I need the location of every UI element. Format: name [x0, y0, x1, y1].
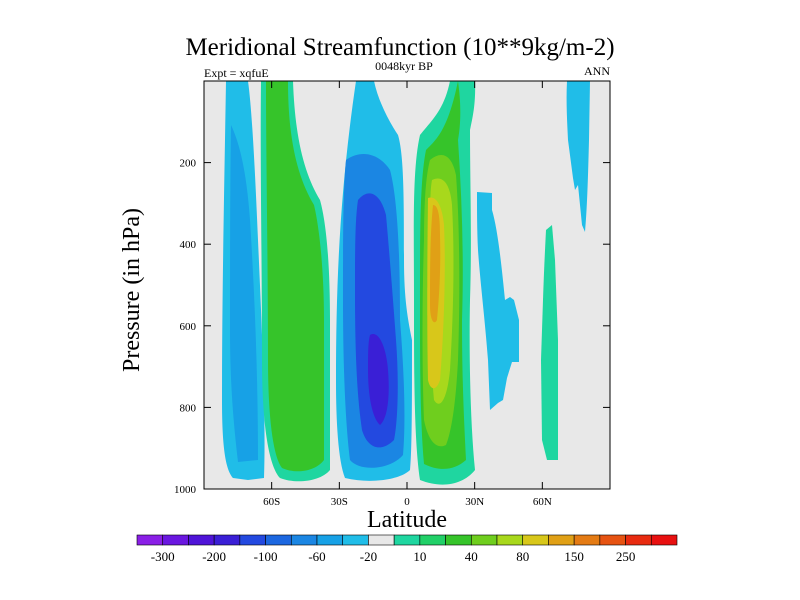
x-tick-label: 30N [465, 496, 484, 508]
colorbar-label: -300 [151, 549, 175, 564]
contour-northern-ferrel-cell [477, 192, 519, 410]
y-tick-label: 200 [180, 158, 197, 170]
colorbar-swatch [393, 534, 421, 546]
colorbar-label: 10 [413, 549, 426, 564]
colorbar-swatch [573, 534, 601, 546]
colorbar-swatch [496, 534, 524, 546]
colorbar-swatch [445, 534, 472, 546]
contour-fill [266, 81, 324, 472]
chart-title: Meridional Streamfunction (10**9kg/m-2) [185, 34, 614, 61]
contour-northern-hadley-cell [413, 81, 476, 485]
colorbar-label: 250 [616, 549, 636, 564]
colorbar-swatch [316, 534, 344, 546]
y-tick-label: 600 [180, 321, 197, 333]
colorbar-label: 150 [564, 549, 584, 564]
contour-fill [477, 192, 519, 410]
y-axis: 200 400 600 800 1000 [174, 158, 610, 496]
contour-fill [230, 125, 258, 462]
colorbar-swatch [368, 534, 395, 546]
colorbar-swatch [419, 534, 446, 546]
colorbar-label: -200 [202, 549, 226, 564]
colorbar-label: 80 [516, 549, 529, 564]
colorbar-label: -100 [254, 549, 278, 564]
colorbar-label: 40 [465, 549, 478, 564]
contour-southern-hadley-cell [336, 81, 412, 481]
y-tick-label: 800 [180, 402, 197, 414]
contour-fill [541, 225, 558, 460]
time-label: 0048kyr BP [375, 59, 433, 73]
colorbar-swatch [470, 534, 498, 546]
plot-area [203, 80, 611, 490]
contour-southern-ferrel-cell [260, 81, 330, 482]
x-tick-label: 0 [404, 496, 410, 508]
colorbar-label: -60 [308, 549, 325, 564]
colorbar-swatch [239, 534, 266, 546]
colorbar-swatch [213, 534, 241, 546]
colorbar-swatch [265, 534, 292, 546]
colorbar-swatch [599, 534, 626, 546]
colorbar-label: -20 [360, 549, 377, 564]
colorbar-swatch [290, 534, 318, 546]
colorbar: -300 -200 -100 -60 -20 10 40 80 150 250 [136, 534, 678, 564]
x-tick-label: 60S [263, 496, 280, 508]
colorbar-swatch [650, 534, 678, 546]
x-tick-label: 60N [533, 496, 552, 508]
contour-arctic-cell [566, 81, 590, 232]
colorbar-swatch [625, 534, 652, 546]
season-label: ANN [584, 64, 610, 78]
contour-northern-polar-cell [541, 225, 558, 460]
contour-fill [368, 334, 389, 425]
x-axis-label: Latitude [367, 507, 447, 533]
experiment-label: Expt = xqfuE [204, 66, 269, 80]
contour-fill [566, 81, 590, 232]
y-tick-label: 400 [180, 239, 197, 251]
colorbar-swatch [342, 534, 369, 546]
x-axis: 60S 30S 0 30N 60N [263, 81, 552, 508]
contour-fill [430, 205, 441, 323]
colorbar-swatch [162, 534, 189, 546]
contour-southern-polar-cell [222, 81, 265, 480]
y-tick-label: 1000 [174, 484, 197, 496]
colorbar-swatch [188, 534, 215, 546]
y-axis-label: Pressure (in hPa) [119, 208, 145, 372]
colorbar-swatch [548, 534, 575, 546]
colorbar-swatch [136, 534, 164, 546]
colorbar-swatch [522, 534, 549, 546]
x-tick-label: 30S [331, 496, 348, 508]
